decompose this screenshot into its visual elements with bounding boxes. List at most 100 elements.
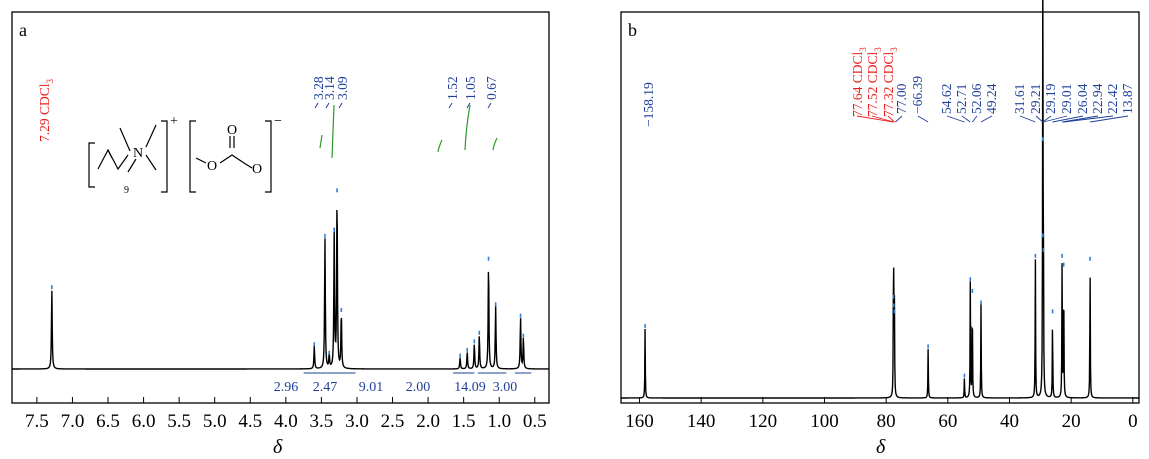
peak-leader: [961, 115, 971, 123]
panel-a-integrals: 2.96 2.47 9.01 2.00 14.09 3.00: [274, 104, 532, 395]
solvent-peak-label: 7.29 CDCl3: [37, 78, 55, 142]
solvent-label-subscript: 3: [889, 47, 899, 52]
minus-charge: −: [274, 114, 282, 129]
peak-leader: [338, 102, 343, 109]
x-tick-label: 3.0: [345, 411, 369, 432]
bracket-right-cation: [161, 120, 168, 193]
panel-b-label: b: [628, 20, 637, 40]
x-tick-label: 7.5: [25, 411, 49, 432]
integral-value: 2.96: [274, 380, 299, 395]
x-tick-label: 4.5: [238, 411, 262, 432]
x-tick-label: 2.0: [416, 411, 440, 432]
solvent-peak-label: 77.52 CDCl3: [865, 47, 883, 117]
x-tick-label: 6.0: [132, 411, 156, 432]
peak-leader: [487, 102, 492, 109]
peak-leader: [466, 102, 471, 109]
x-tick-label: 3.5: [310, 411, 334, 432]
panel-b-spectrum-line: [621, 0, 1139, 399]
solvent-label-subscript: 3: [858, 47, 868, 52]
peak-label: 0.67: [484, 76, 499, 100]
integral-curve: [464, 104, 471, 151]
nitrogen-atom: N: [133, 146, 143, 161]
panel-a-x-axis: 7.5 7.0 6.5 6.0 5.5 5.0 4.5 4.0 3.5 3.0 2.5 2.0 1.5 1…: [25, 397, 547, 432]
integral-value: 2.00: [406, 380, 431, 395]
peak-label: 13.87: [1120, 83, 1135, 114]
peak-label: 31.61: [1012, 84, 1027, 114]
peak-leader: [325, 102, 330, 109]
peak-leader: [895, 115, 903, 123]
x-tick-label: 6.5: [96, 411, 120, 432]
panel-b-peak-markers: [644, 137, 1091, 378]
x-tick-label: 5.0: [203, 411, 227, 432]
integral-value: 9.01: [359, 380, 384, 395]
panel-a-x-label: δ: [273, 436, 283, 458]
x-tick-label: 4.0: [274, 411, 298, 432]
peak-label: 22.42: [1105, 84, 1120, 114]
x-tick-label: 0.5: [523, 411, 547, 432]
integral-curve: [331, 104, 335, 159]
peak-leader: [314, 102, 319, 109]
solvent-label-text: 77.32 CDCl: [881, 51, 896, 117]
peak-leader: [1042, 115, 1052, 123]
peak-label: 54.62: [939, 84, 954, 114]
integral-curve: [437, 139, 443, 153]
x-tick-label: 80: [877, 411, 896, 432]
peak-leader: [1090, 115, 1129, 123]
peak-label: 26.04: [1075, 83, 1090, 114]
oxygen-atom-1: O: [207, 159, 217, 174]
integral-value: 2.47: [313, 380, 338, 395]
peak-label: 3.09: [335, 76, 350, 100]
bracket-left-anion: [189, 120, 196, 193]
solvent-label-subscript: 3: [45, 78, 55, 83]
peak-leader: [1019, 115, 1036, 123]
panel-a-label: a: [19, 20, 27, 40]
plus-charge: +: [170, 114, 178, 129]
peak-label: 3.28: [311, 76, 326, 100]
oxygen-atom-3: O: [252, 162, 262, 177]
x-tick-label: 2.5: [381, 411, 405, 432]
peak-label: 52.71: [954, 84, 969, 114]
peak-label: −158.19: [641, 82, 656, 127]
peak-leader: [980, 115, 993, 123]
peak-leader: [1035, 115, 1044, 123]
solvent-peak-label: 77.32 CDCl3: [881, 47, 899, 117]
panel-b-frame: [620, 11, 1140, 404]
peak-leader: [946, 115, 965, 123]
integral-curve: [492, 137, 498, 151]
x-tick-label: 1.5: [452, 411, 476, 432]
x-tick-label: 0: [1128, 411, 1138, 432]
peak-label: 49.24: [984, 83, 999, 114]
panel-a: a 7.5 7.0 6.5 6.0 5.5 5.0 4.5 4.0 3.5 3.0 2.5 2.0 1.…: [11, 11, 550, 458]
panel-b-x-label: δ: [876, 436, 886, 458]
x-tick-label: 160: [625, 411, 654, 432]
peak-leader: [448, 102, 453, 109]
x-tick-label: 100: [810, 411, 839, 432]
chemical-structure: N + 9 O O O −: [88, 114, 282, 196]
peak-label: −66.39: [910, 76, 925, 114]
solvent-label-subscript: 3: [873, 47, 883, 52]
peak-label: 77.00: [894, 83, 909, 114]
peak-label: 1.52: [445, 76, 460, 100]
solvent-label-text: 77.64 CDCl: [850, 51, 865, 117]
peak-leader: [856, 115, 894, 123]
peak-label: 29.21: [1028, 84, 1043, 114]
panel-b: b 160 140 120 100 80 60 40 20 0 δ 77.64 CDCl377.…: [620, 0, 1140, 458]
peak-leader: [971, 115, 978, 123]
oxygen-atom-2: O: [227, 123, 237, 138]
peak-label: 22.94: [1090, 83, 1105, 114]
peak-label: 52.06: [969, 83, 984, 114]
x-tick-label: 1.0: [487, 411, 511, 432]
carbonate-bonds: [195, 136, 253, 169]
panel-a-peak-labels: 7.29 CDCl3 3.283.143.09 1.52 1.05 0.67: [37, 76, 499, 142]
peak-label: 29.19: [1043, 83, 1058, 114]
integral-value: 14.09: [454, 380, 486, 395]
peak-leader: [1052, 115, 1084, 123]
x-tick-label: 20: [1062, 411, 1081, 432]
peak-label: 3.14: [322, 76, 337, 100]
x-tick-label: 120: [749, 411, 778, 432]
methyl-bonds: [119, 124, 157, 173]
panel-a-peak-markers: [51, 188, 525, 358]
solvent-peak-label: 77.64 CDCl3: [850, 47, 868, 117]
